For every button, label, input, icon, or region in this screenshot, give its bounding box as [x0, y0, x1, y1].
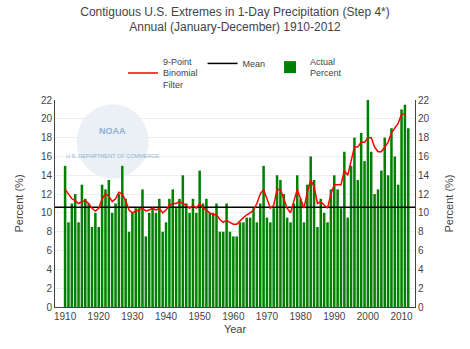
svg-text:8: 8	[46, 226, 52, 237]
svg-text:14: 14	[418, 170, 430, 181]
svg-text:1920: 1920	[88, 311, 111, 322]
svg-text:Contiguous U.S. Extremes in 1-: Contiguous U.S. Extremes in 1-Day Precip…	[80, 5, 389, 35]
svg-text:1970: 1970	[256, 311, 279, 322]
svg-text:U.S. DEPARTMENT OF COMMERCE: U.S. DEPARTMENT OF COMMERCE	[66, 153, 159, 159]
svg-text:1950: 1950	[189, 311, 212, 322]
svg-text:NOAA: NOAA	[99, 126, 126, 136]
svg-text:22: 22	[41, 95, 53, 106]
svg-text:Mean: Mean	[243, 59, 266, 69]
svg-text:16: 16	[418, 151, 430, 162]
svg-text:12: 12	[418, 189, 430, 200]
svg-text:18: 18	[41, 132, 53, 143]
svg-text:Percent (%): Percent (%)	[13, 174, 25, 232]
svg-text:6: 6	[46, 245, 52, 256]
svg-text:0: 0	[418, 302, 424, 313]
svg-text:4: 4	[46, 264, 52, 275]
svg-text:8: 8	[418, 226, 424, 237]
svg-text:18: 18	[418, 132, 430, 143]
svg-text:2: 2	[46, 283, 52, 294]
svg-text:20: 20	[41, 113, 53, 124]
svg-text:1910: 1910	[54, 311, 77, 322]
svg-text:6: 6	[418, 245, 424, 256]
svg-text:22: 22	[418, 95, 430, 106]
svg-text:2010: 2010	[390, 311, 413, 322]
svg-text:ActualPercent: ActualPercent	[310, 57, 342, 79]
svg-text:16: 16	[41, 151, 53, 162]
svg-text:4: 4	[418, 264, 424, 275]
svg-text:10: 10	[41, 207, 53, 218]
svg-text:1980: 1980	[289, 311, 312, 322]
svg-text:1930: 1930	[121, 311, 144, 322]
svg-text:2: 2	[418, 283, 424, 294]
svg-text:1990: 1990	[323, 311, 346, 322]
svg-text:1940: 1940	[155, 311, 178, 322]
svg-text:0: 0	[46, 302, 52, 313]
svg-text:Year: Year	[224, 323, 247, 335]
svg-text:20: 20	[418, 113, 430, 124]
svg-text:12: 12	[41, 189, 53, 200]
svg-text:2000: 2000	[357, 311, 380, 322]
svg-text:9-PointBinomialFilter: 9-PointBinomialFilter	[163, 57, 198, 90]
svg-text:1960: 1960	[222, 311, 245, 322]
svg-text:14: 14	[41, 170, 53, 181]
svg-text:Percent (%): Percent (%)	[443, 174, 455, 232]
svg-text:10: 10	[418, 207, 430, 218]
